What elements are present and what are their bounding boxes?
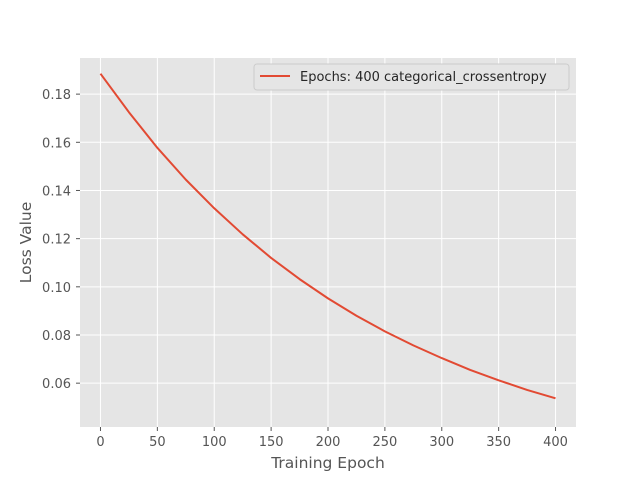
y-tick-label: 0.06 bbox=[42, 377, 71, 392]
y-tick-label: 0.16 bbox=[42, 136, 71, 151]
x-tick-label: 0 bbox=[96, 435, 104, 450]
y-tick-label: 0.10 bbox=[42, 281, 71, 296]
y-tick-label: 0.12 bbox=[42, 233, 71, 248]
x-tick-label: 100 bbox=[202, 435, 227, 450]
x-tick-label: 200 bbox=[316, 435, 341, 450]
y-axis-label: Loss Value bbox=[17, 202, 35, 284]
x-tick-label: 300 bbox=[429, 435, 454, 450]
x-tick-label: 400 bbox=[543, 435, 568, 450]
legend: Epochs: 400 categorical_crossentropy bbox=[253, 63, 570, 91]
grid bbox=[80, 58, 576, 427]
ticks: 0 50 100 150 200 250 300 350 400 0.06 0.08 0.10 0.12… bbox=[42, 88, 568, 450]
x-tick-label: 50 bbox=[149, 435, 166, 450]
x-tick-label: 250 bbox=[372, 435, 397, 450]
legend-box bbox=[253, 63, 570, 91]
legend-label: Epochs: 400 categorical_crossentropy bbox=[300, 70, 547, 85]
x-axis-label: Training Epoch bbox=[270, 454, 385, 472]
y-tick-label: 0.18 bbox=[42, 88, 71, 103]
x-tick-label: 150 bbox=[259, 435, 284, 450]
series-layer bbox=[99, 73, 556, 400]
y-tick-label: 0.14 bbox=[42, 184, 71, 199]
x-tick-label: 350 bbox=[486, 435, 511, 450]
series-line bbox=[99, 73, 556, 400]
y-tick-label: 0.08 bbox=[42, 329, 71, 344]
